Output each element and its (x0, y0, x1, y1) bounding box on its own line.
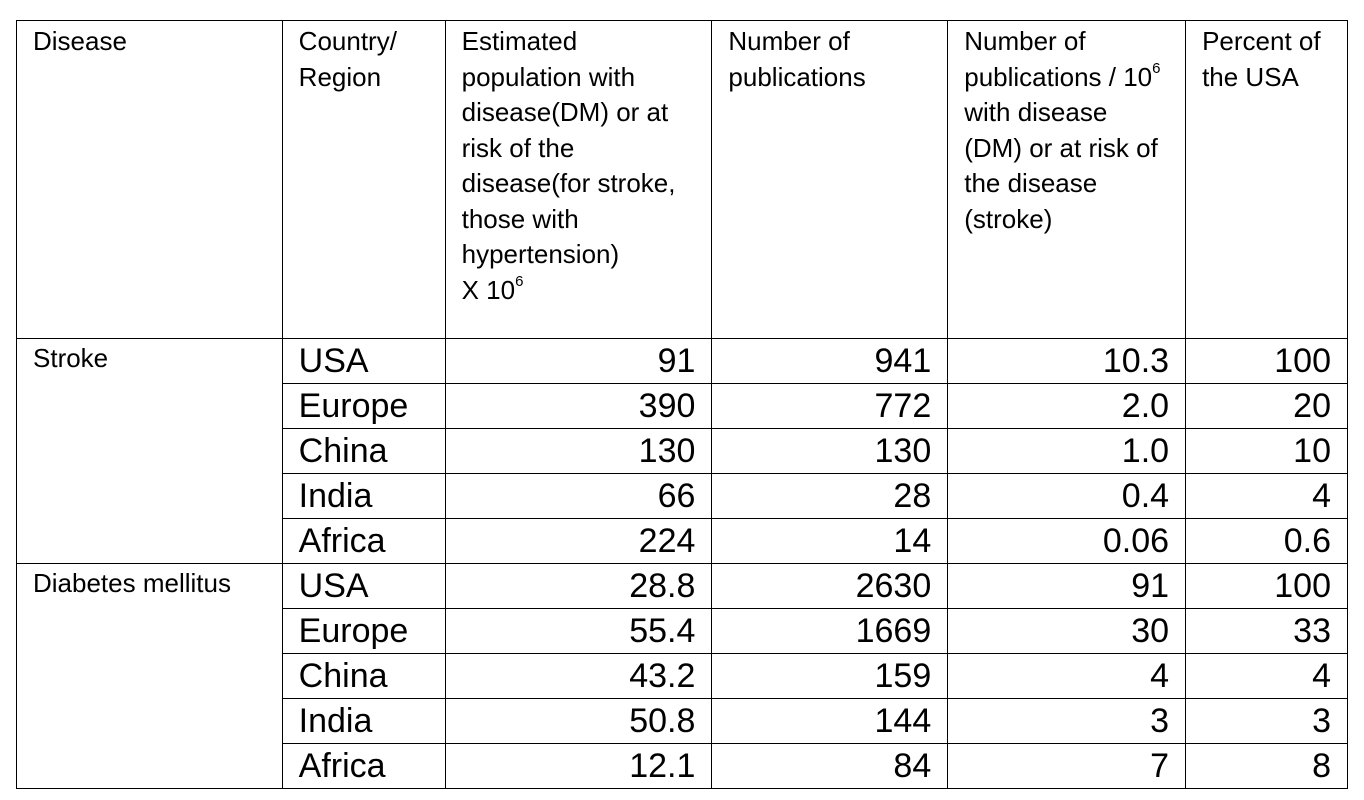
header-publications: Number of publications (711, 20, 949, 339)
table-row: Europe 55.4 1669 30 33 (17, 608, 1348, 654)
table-row: Africa 12.1 84 7 8 (17, 743, 1348, 789)
publications-cell: 130 (711, 428, 949, 474)
publications-cell: 144 (711, 698, 949, 744)
header-row: Disease Country/Region Estimated populat… (16, 20, 1348, 339)
per-million-cell: 30 (947, 608, 1187, 654)
population-cell: 28.8 (444, 563, 713, 609)
table-row: India 66 28 0.4 4 (17, 473, 1348, 519)
region-cell: Africa (281, 518, 446, 564)
header-population: Estimated population with disease(DM) or… (444, 20, 713, 339)
percent-cell: 3 (1185, 698, 1348, 744)
header-disease: Disease (16, 20, 283, 339)
percent-cell: 33 (1185, 608, 1348, 654)
publications-table: Disease Country/Region Estimated populat… (16, 20, 1348, 789)
per-million-cell: 2.0 (947, 383, 1187, 429)
table-body: Stroke USA 91 941 10.3 100 Europe 390 772 2.0 20 Ch… (16, 338, 1348, 789)
publications-cell: 772 (711, 383, 949, 429)
population-cell: 43.2 (444, 653, 713, 699)
region-cell: China (281, 653, 446, 699)
population-cell: 390 (444, 383, 713, 429)
publications-cell: 14 (711, 518, 949, 564)
population-cell: 224 (444, 518, 713, 564)
header-region: Country/Region (281, 20, 446, 339)
percent-cell: 100 (1185, 563, 1348, 609)
population-cell: 91 (444, 338, 713, 384)
disease-cell: Stroke (16, 338, 283, 564)
publications-cell: 941 (711, 338, 949, 384)
header-percent-usa: Percent of the USA (1185, 20, 1348, 339)
per-million-cell: 7 (947, 743, 1187, 789)
table-row: Stroke USA 91 941 10.3 100 (16, 338, 1348, 564)
population-cell: 66 (444, 473, 713, 519)
publications-cell: 1669 (711, 608, 949, 654)
table-header: Disease Country/Region Estimated populat… (16, 20, 1348, 339)
table-row: India 50.8 144 3 3 (17, 698, 1348, 744)
region-cell: Europe (281, 383, 446, 429)
table-row: Diabetes mellitus USA 28.8 2630 91 100 (16, 563, 1348, 789)
percent-cell: 10 (1185, 428, 1348, 474)
population-cell: 130 (444, 428, 713, 474)
per-million-cell: 4 (947, 653, 1187, 699)
region-cell: USA (281, 563, 446, 609)
table-row: China 130 130 1.0 10 (17, 428, 1348, 474)
population-cell: 55.4 (444, 608, 713, 654)
region-cell: Europe (281, 608, 446, 654)
percent-cell: 4 (1185, 473, 1348, 519)
region-cell: China (281, 428, 446, 474)
publications-cell: 2630 (711, 563, 949, 609)
percent-cell: 100 (1185, 338, 1348, 384)
per-million-cell: 3 (947, 698, 1187, 744)
disease-cell: Diabetes mellitus (16, 563, 283, 789)
region-cell: India (281, 473, 446, 519)
per-million-cell: 1.0 (947, 428, 1187, 474)
region-cell: Africa (281, 743, 446, 789)
population-cell: 12.1 (444, 743, 713, 789)
per-million-cell: 91 (947, 563, 1187, 609)
publications-cell: 159 (711, 653, 949, 699)
percent-cell: 0.6 (1185, 518, 1348, 564)
region-cell: USA (281, 338, 446, 384)
percent-cell: 4 (1185, 653, 1348, 699)
header-per-million: Number of publications / 106 with diseas… (947, 20, 1187, 339)
publications-cell: 84 (711, 743, 949, 789)
publications-cell: 28 (711, 473, 949, 519)
population-cell: 50.8 (444, 698, 713, 744)
percent-cell: 20 (1185, 383, 1348, 429)
per-million-cell: 0.4 (947, 473, 1187, 519)
table-row: Africa 224 14 0.06 0.6 (17, 518, 1348, 564)
per-million-cell: 10.3 (947, 338, 1187, 384)
region-cell: India (281, 698, 446, 744)
per-million-cell: 0.06 (947, 518, 1187, 564)
percent-cell: 8 (1185, 743, 1348, 789)
